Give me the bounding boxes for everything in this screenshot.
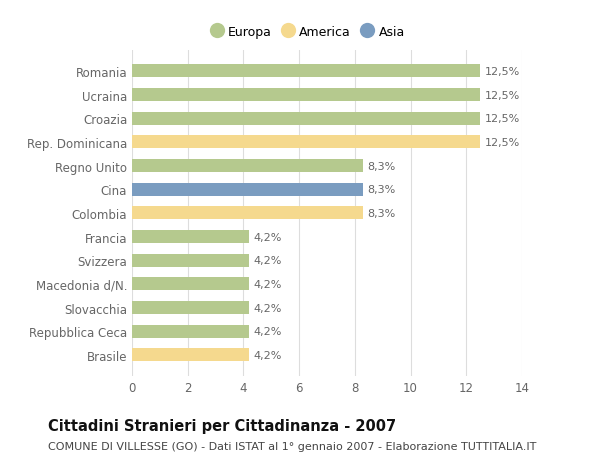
Text: 12,5%: 12,5%: [484, 138, 520, 148]
Text: 8,3%: 8,3%: [367, 161, 395, 171]
Text: 4,2%: 4,2%: [253, 303, 281, 313]
Text: 8,3%: 8,3%: [367, 208, 395, 218]
Text: 4,2%: 4,2%: [253, 326, 281, 336]
Text: Cittadini Stranieri per Cittadinanza - 2007: Cittadini Stranieri per Cittadinanza - 2…: [48, 418, 396, 433]
Bar: [132, 89, 480, 102]
Text: COMUNE DI VILLESSE (GO) - Dati ISTAT al 1° gennaio 2007 - Elaborazione TUTTITALI: COMUNE DI VILLESSE (GO) - Dati ISTAT al …: [48, 441, 536, 451]
Text: 12,5%: 12,5%: [484, 67, 520, 77]
Text: 8,3%: 8,3%: [367, 185, 395, 195]
Bar: [132, 112, 480, 125]
Bar: [132, 302, 249, 314]
Text: 4,2%: 4,2%: [253, 256, 281, 266]
Bar: [132, 348, 249, 362]
Bar: [132, 160, 363, 173]
Text: 4,2%: 4,2%: [253, 232, 281, 242]
Bar: [132, 65, 480, 78]
Legend: Europa, America, Asia: Europa, America, Asia: [205, 21, 410, 44]
Bar: [132, 254, 249, 267]
Text: 12,5%: 12,5%: [484, 90, 520, 101]
Bar: [132, 230, 249, 244]
Bar: [132, 207, 363, 220]
Text: 12,5%: 12,5%: [484, 114, 520, 124]
Text: 4,2%: 4,2%: [253, 279, 281, 289]
Bar: [132, 278, 249, 291]
Text: 4,2%: 4,2%: [253, 350, 281, 360]
Bar: [132, 325, 249, 338]
Bar: [132, 183, 363, 196]
Bar: [132, 136, 480, 149]
